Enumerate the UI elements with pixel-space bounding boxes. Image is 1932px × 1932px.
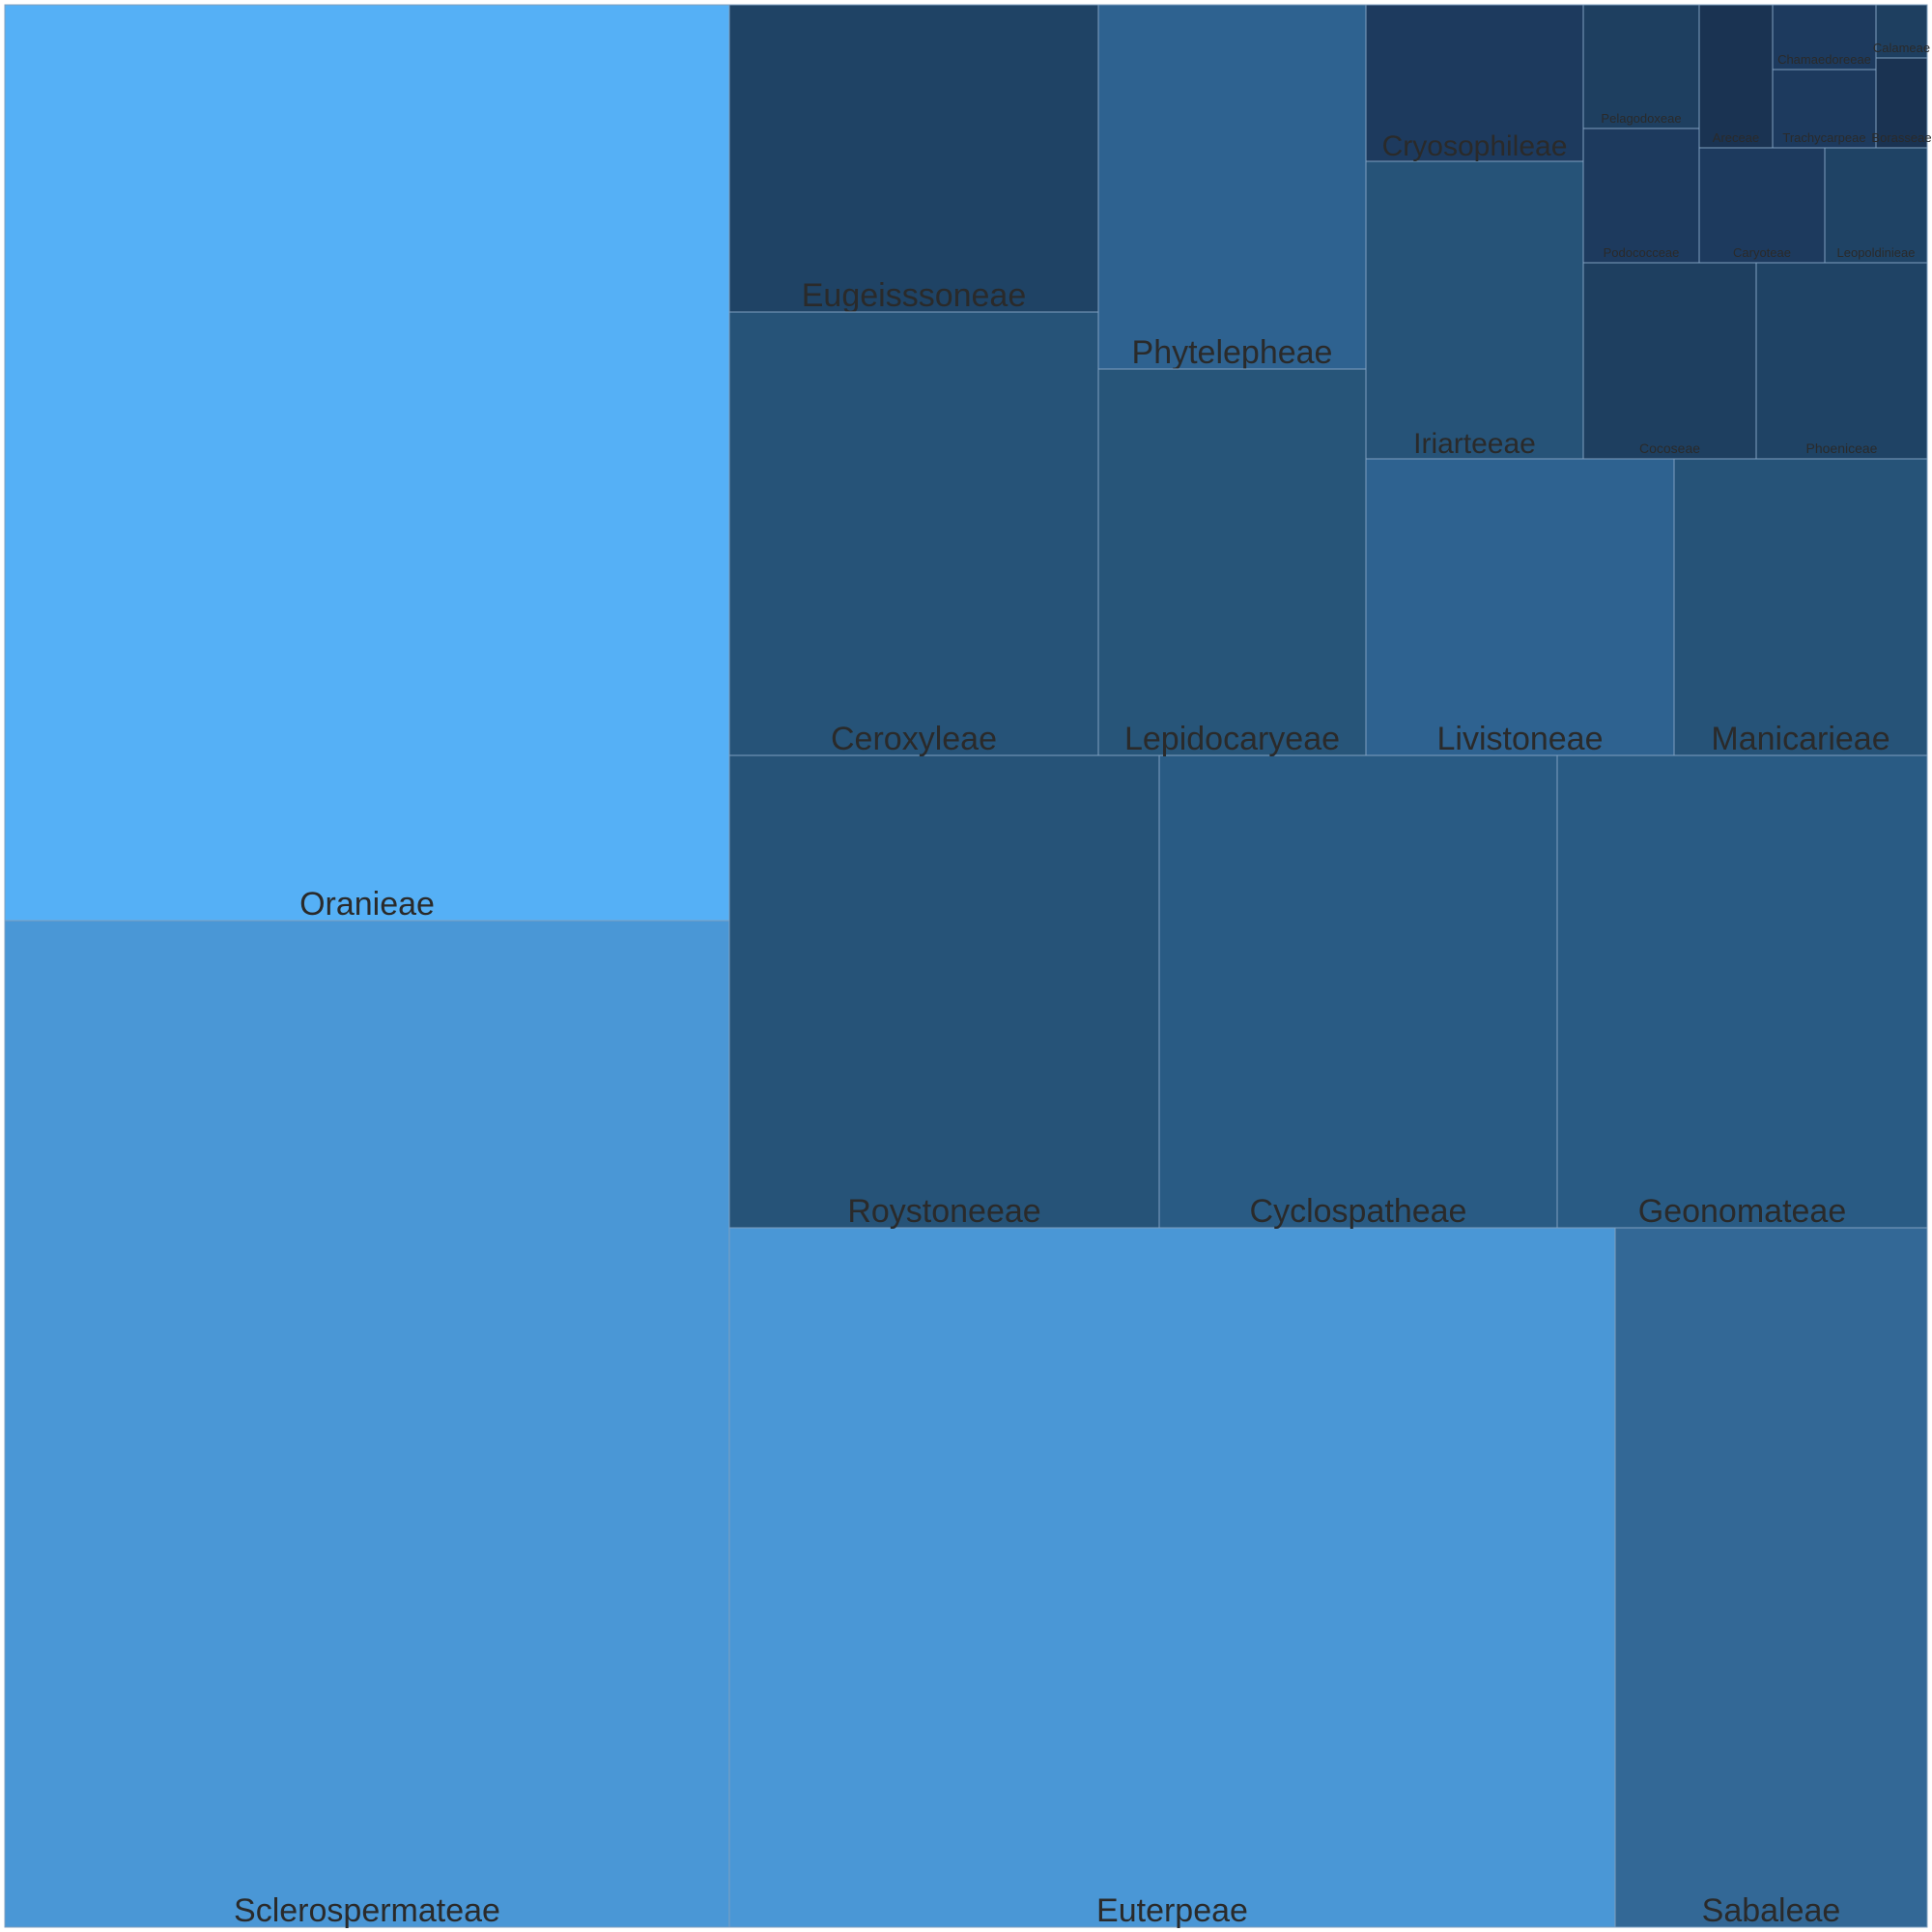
treemap-cell-chamaedoreeae: Chamaedoreeae (1772, 4, 1877, 71)
treemap-rect-areceae (1698, 4, 1774, 149)
treemap-label-trachycarpeae: Trachycarpeae (1782, 130, 1865, 145)
treemap-cell-ceroxyleae: Ceroxyleae (728, 311, 1099, 757)
treemap-label-phytelepheae: Phytelepheae (1132, 334, 1333, 371)
treemap-label-borasseae: Borasseae (1871, 130, 1931, 145)
treemap-label-livistoneae: Livistoneae (1436, 721, 1603, 757)
treemap-rect-roystoneeae (728, 754, 1160, 1229)
treemap-label-geonomateae: Geonomateae (1638, 1193, 1847, 1230)
treemap-cell-caryoteae: Caryoteae (1698, 147, 1826, 264)
treemap-rect-eugeisssoneae (728, 4, 1099, 313)
treemap-label-phoeniceae: Phoeniceae (1806, 440, 1878, 456)
treemap-cell-iriarteeae: Iriarteeae (1365, 160, 1584, 460)
treemap-rect-oranieae (4, 4, 730, 922)
treemap-cell-areceae: Areceae (1698, 4, 1774, 149)
treemap-cell-sclerospermateae: Sclerospermateae (4, 920, 730, 1929)
treemap-label-areceae: Areceae (1713, 130, 1759, 145)
treemap-label-leopoldinieae: Leopoldinieae (1837, 245, 1916, 260)
treemap-cell-geonomateae: Geonomateae (1556, 754, 1928, 1230)
treemap-label-cyclospatheae: Cyclospatheae (1250, 1193, 1467, 1230)
treemap-label-cryosophileae: Cryosophileae (1382, 130, 1568, 162)
treemap-rect-livistoneae (1365, 458, 1675, 756)
treemap-cell-podococceae: Podococceae (1582, 128, 1700, 264)
treemap-label-manicarieae: Manicarieae (1711, 721, 1889, 757)
treemap-cell-oranieae: Oranieae (4, 4, 730, 923)
treemap-rect-sabaleae (1614, 1227, 1928, 1928)
treemap-cell-roystoneeae: Roystoneeae (728, 754, 1160, 1230)
treemap-rect-lepidocaryeae (1097, 368, 1367, 756)
treemap-label-caryoteae: Caryoteae (1733, 245, 1791, 260)
treemap-label-oranieae: Oranieae (299, 886, 435, 923)
treemap-cells: Oranieae Sclerospermateae Euterpeae Sabalea… (4, 4, 1932, 1929)
treemap-cell-leopoldinieae: Leopoldinieae (1824, 147, 1928, 264)
treemap-cell-phoeniceae: Phoeniceae (1755, 262, 1928, 460)
treemap-rect-geonomateae (1556, 754, 1928, 1229)
treemap-rect-cocoseae (1582, 262, 1757, 460)
treemap-cell-livistoneae: Livistoneae (1365, 458, 1675, 757)
treemap-rect-leopoldinieae (1824, 147, 1928, 264)
treemap-label-roystoneeae: Roystoneeae (847, 1193, 1040, 1230)
treemap-rect-euterpeae (728, 1227, 1616, 1928)
treemap-cell-euterpeae: Euterpeae (728, 1227, 1616, 1929)
treemap-rect-iriarteeae (1365, 160, 1584, 460)
treemap-cell-cocoseae: Cocoseae (1582, 262, 1757, 460)
treemap-rect-cryosophileae (1365, 4, 1584, 162)
treemap-cell-borasseae: Borasseae (1871, 57, 1932, 149)
treemap-rect-phytelepheae (1097, 4, 1367, 370)
treemap-rect-manicarieae (1673, 458, 1928, 756)
treemap-cell-sabaleae: Sabaleae (1614, 1227, 1928, 1929)
treemap-cell-trachycarpeae: Trachycarpeae (1772, 69, 1877, 149)
treemap-label-calameae: Calameae (1873, 41, 1930, 55)
treemap-rect-cyclospatheae (1158, 754, 1558, 1229)
treemap-rect-ceroxyleae (728, 311, 1099, 756)
treemap-rect-borasseae (1875, 57, 1928, 149)
treemap-cell-lepidocaryeae: Lepidocaryeae (1097, 368, 1367, 757)
treemap-label-cocoseae: Cocoseae (1639, 440, 1700, 456)
treemap-label-sclerospermateae: Sclerospermateae (234, 1892, 500, 1929)
treemap-label-podococceae: Podococceae (1604, 245, 1680, 260)
treemap-cell-pelagodoxeae: Pelagodoxeae (1582, 4, 1700, 129)
treemap-rect-sclerospermateae (4, 920, 730, 1928)
treemap-rect-trachycarpeae (1772, 69, 1877, 149)
treemap-cell-cryosophileae: Cryosophileae (1365, 4, 1584, 162)
treemap-rect-phoeniceae (1755, 262, 1928, 460)
treemap-cell-manicarieae: Manicarieae (1673, 458, 1928, 757)
treemap-label-pelagodoxeae: Pelagodoxeae (1601, 111, 1681, 126)
treemap-label-ceroxyleae: Ceroxyleae (831, 721, 997, 757)
treemap-cell-phytelepheae: Phytelepheae (1097, 4, 1367, 371)
treemap-cell-cyclospatheae: Cyclospatheae (1158, 754, 1558, 1230)
treemap-label-chamaedoreeae: Chamaedoreeae (1777, 52, 1871, 67)
treemap-rect-podococceae (1582, 128, 1700, 264)
treemap-label-lepidocaryeae: Lepidocaryeae (1124, 721, 1340, 757)
treemap-label-iriarteeae: Iriarteeae (1413, 428, 1536, 460)
treemap-cell-calameae: Calameae (1873, 4, 1930, 59)
treemap-label-eugeisssoneae: Eugeisssoneae (802, 277, 1027, 314)
treemap-label-sabaleae: Sabaleae (1702, 1892, 1841, 1929)
treemap-label-euterpeae: Euterpeae (1096, 1892, 1248, 1929)
treemap-rect-pelagodoxeae (1582, 4, 1700, 129)
treemap-cell-eugeisssoneae: Eugeisssoneae (728, 4, 1099, 314)
